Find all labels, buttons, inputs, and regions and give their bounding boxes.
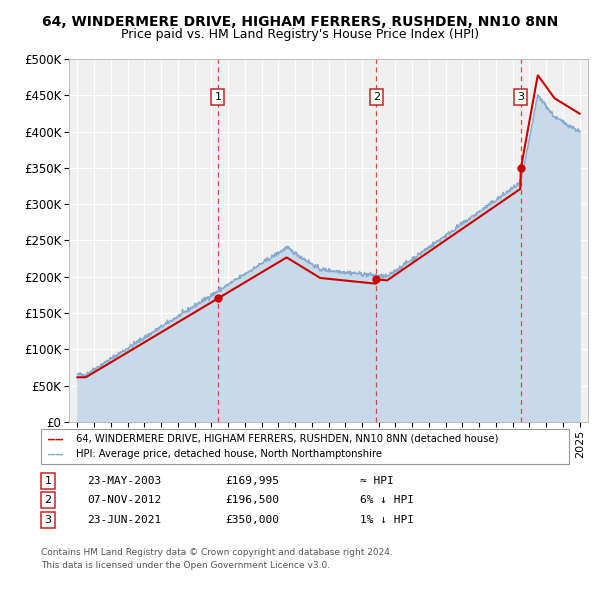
Text: Price paid vs. HM Land Registry's House Price Index (HPI): Price paid vs. HM Land Registry's House … bbox=[121, 28, 479, 41]
Text: 23-JUN-2021: 23-JUN-2021 bbox=[87, 516, 161, 525]
Text: HPI: Average price, detached house, North Northamptonshire: HPI: Average price, detached house, Nort… bbox=[76, 450, 382, 460]
Text: 07-NOV-2012: 07-NOV-2012 bbox=[87, 496, 161, 505]
Text: £196,500: £196,500 bbox=[225, 496, 279, 505]
Text: 64, WINDERMERE DRIVE, HIGHAM FERRERS, RUSHDEN, NN10 8NN (detached house): 64, WINDERMERE DRIVE, HIGHAM FERRERS, RU… bbox=[76, 434, 498, 444]
Text: 2: 2 bbox=[373, 92, 380, 102]
Text: 2: 2 bbox=[44, 496, 52, 505]
Text: £350,000: £350,000 bbox=[225, 516, 279, 525]
Text: 3: 3 bbox=[44, 516, 52, 525]
Text: ——: —— bbox=[48, 448, 63, 461]
Text: 1: 1 bbox=[214, 92, 221, 102]
Text: £169,995: £169,995 bbox=[225, 476, 279, 486]
Text: Contains HM Land Registry data © Crown copyright and database right 2024.: Contains HM Land Registry data © Crown c… bbox=[41, 548, 392, 556]
Text: 3: 3 bbox=[517, 92, 524, 102]
Text: This data is licensed under the Open Government Licence v3.0.: This data is licensed under the Open Gov… bbox=[41, 560, 330, 569]
Text: 6% ↓ HPI: 6% ↓ HPI bbox=[360, 496, 414, 505]
Text: 64, WINDERMERE DRIVE, HIGHAM FERRERS, RUSHDEN, NN10 8NN: 64, WINDERMERE DRIVE, HIGHAM FERRERS, RU… bbox=[42, 15, 558, 29]
Text: 1: 1 bbox=[44, 476, 52, 486]
Text: 1% ↓ HPI: 1% ↓ HPI bbox=[360, 516, 414, 525]
Text: ≈ HPI: ≈ HPI bbox=[360, 476, 394, 486]
Text: 23-MAY-2003: 23-MAY-2003 bbox=[87, 476, 161, 486]
Text: ——: —— bbox=[48, 432, 63, 445]
